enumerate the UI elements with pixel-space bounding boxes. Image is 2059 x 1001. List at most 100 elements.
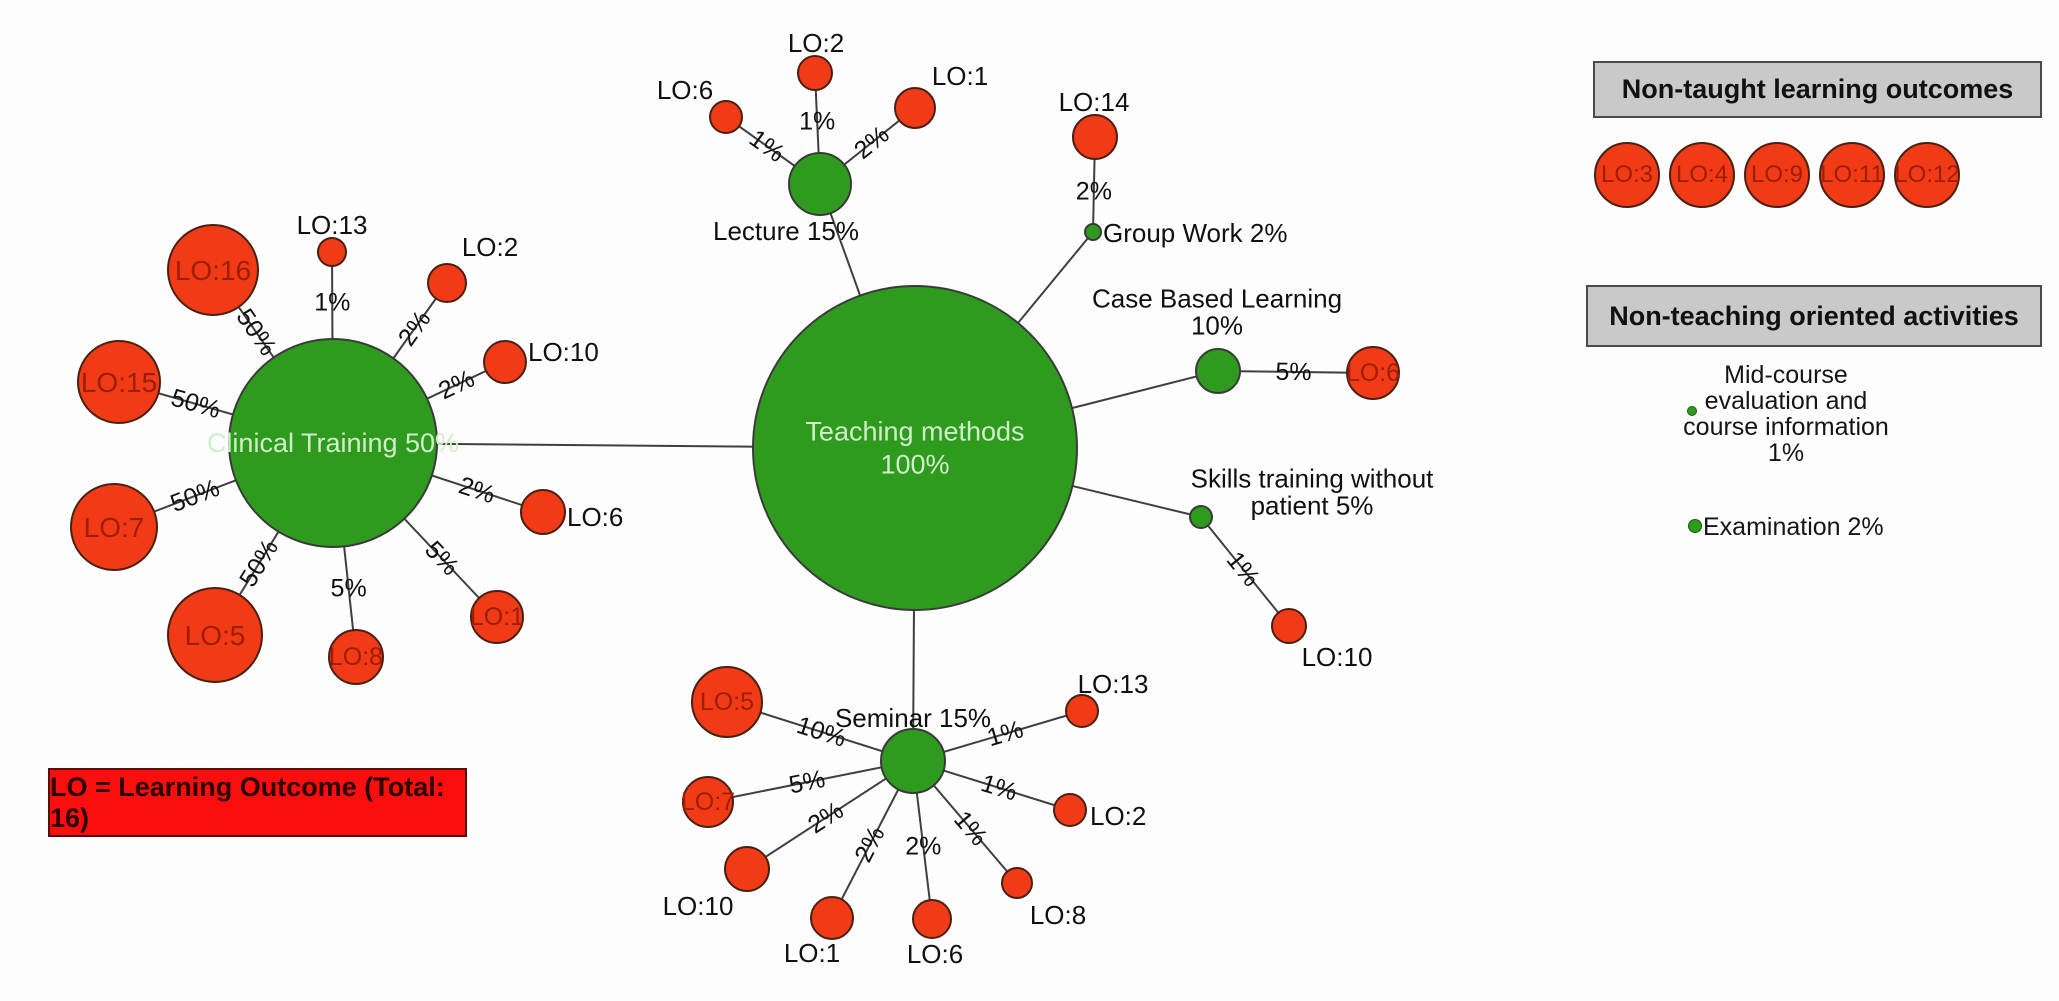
edge-ct-ct-lo13-label: 1%	[314, 289, 350, 317]
node-sem-lo13	[1065, 694, 1099, 728]
node-gw-lo14-label: LO:14	[1059, 87, 1130, 117]
node-ct-lo5-label: LO:5	[185, 620, 246, 651]
node-sk	[1189, 505, 1213, 529]
node-sem	[880, 728, 946, 794]
node-sem-lo1	[810, 896, 854, 940]
legend-non-taught-circles: LO:3 LO:4 LO:9 LO:11 LO:12	[1594, 142, 1960, 208]
node-ct-lo1	[470, 590, 524, 644]
node-ct-lo16	[167, 224, 259, 316]
node-ct-lo8	[328, 629, 384, 685]
node-gw-lo14	[1072, 114, 1118, 160]
non-taught-outcome: LO:4	[1669, 142, 1735, 208]
node-cbl	[1195, 348, 1241, 394]
edge-ct-ct-lo8-label: 5%	[331, 574, 367, 602]
node-tm	[752, 285, 1078, 611]
node-sk-label: Skills training without patient 5%	[1191, 464, 1435, 521]
midcourse-dot-icon	[1687, 406, 1697, 416]
non-taught-outcome: LO:9	[1744, 142, 1810, 208]
node-ct-lo10-label: LO:10	[528, 337, 599, 367]
edge-cbl-cbl-lo6-label: 5%	[1275, 358, 1311, 386]
edge-sem-sem-lo7	[707, 760, 914, 803]
edge-sem-sem-lo7-label: 5%	[787, 765, 828, 800]
edge-sem-sem-lo8-label: 1%	[948, 806, 993, 852]
examination-label: Examination 2%	[1703, 513, 1884, 541]
node-ct-lo13-label: LO:13	[297, 210, 368, 240]
node-sem-lo7-label: LO:7	[681, 788, 735, 816]
node-sem-lo1-label: LO:1	[784, 938, 840, 968]
node-lec-lo1-label: LO:1	[932, 61, 988, 91]
lo-note: LO = Learning Outcome (Total: 16)	[48, 768, 467, 837]
edge-sem-sem-lo6-label: 2%	[905, 832, 941, 860]
edge-sem-sem-lo2-label: 1%	[978, 769, 1021, 806]
node-ct-lo15	[77, 340, 161, 424]
node-ct-lo7	[70, 483, 158, 571]
edge-sem-sem-lo1-label: 2%	[849, 822, 890, 867]
node-ct-lo8-label: LO:8	[329, 643, 383, 671]
legend-non-teaching-header: Non-teaching oriented activities	[1586, 285, 2042, 347]
node-lec	[788, 152, 852, 216]
node-cbl-label: Case Based Learning 10%	[1092, 284, 1342, 341]
node-lec-lo1	[894, 87, 936, 129]
node-sem-lo7	[682, 776, 734, 828]
node-ct-lo6-label: LO:6	[567, 502, 623, 532]
node-sk-lo10-label: LO:10	[1302, 642, 1373, 672]
examination-dot-icon	[1688, 519, 1702, 533]
edge-ct-ct-lo5-label: 50%	[234, 535, 284, 592]
legend-non-taught-header: Non-taught learning outcomes	[1593, 61, 2042, 118]
edge-sem-sem-lo10-label: 2%	[803, 796, 849, 839]
node-ct-lo1-label: LO:1	[470, 603, 524, 631]
edge-ct-ct-lo6-label: 2%	[455, 471, 498, 509]
node-sk-lo10	[1271, 608, 1307, 644]
node-sem-lo6-label: LO:6	[907, 939, 963, 969]
node-ct-lo2	[427, 263, 467, 303]
node-lec-lo2-label: LO:2	[788, 28, 844, 58]
non-taught-outcome: LO:11	[1819, 142, 1885, 208]
node-ct-lo16-label: LO:16	[175, 255, 251, 286]
node-sem-lo8	[1001, 867, 1033, 899]
node-ct-lo10	[483, 340, 527, 384]
node-ct-lo7-label: LO:7	[84, 512, 145, 543]
node-sem-lo8-label: LO:8	[1030, 900, 1086, 930]
node-sem-lo10-label: LO:10	[663, 891, 734, 921]
node-sem-lo13-label: LO:13	[1078, 669, 1149, 699]
node-ct-lo5	[167, 587, 263, 683]
edge-ct-ct-lo10-label: 2%	[434, 364, 479, 405]
edge-lec-lec-lo1-label: 2%	[849, 120, 895, 164]
node-cbl-lo6-label: LO:6	[1346, 359, 1400, 387]
node-sem-lo2-label: LO:2	[1090, 801, 1146, 831]
node-ct-label: Clinical Training 50%	[207, 428, 459, 458]
edge-sk-sk-lo10-label: 1%	[1221, 546, 1265, 592]
edge-ct-ct-lo16-label: 50%	[230, 304, 282, 361]
node-sem-lo2	[1053, 793, 1087, 827]
node-sem-label: Seminar 15%	[835, 703, 991, 733]
node-ct	[228, 338, 438, 548]
node-sem-lo5-label: LO:5	[700, 688, 754, 716]
edge-lec-lec-lo2-label: 1%	[799, 108, 835, 136]
edge-lec-lec-lo6-label: 1%	[744, 124, 790, 168]
node-ct-lo13	[317, 237, 347, 267]
node-ct-lo15-label: LO:15	[81, 367, 157, 398]
edge-ct-ct-lo15-label: 50%	[168, 384, 224, 425]
edge-ct-ct-lo2-label: 2%	[393, 306, 437, 352]
node-lec-label: Lecture 15%	[713, 216, 859, 246]
node-tm-label: Teaching methods 100%	[805, 417, 1024, 480]
node-sem-lo6	[912, 899, 952, 939]
node-lec-lo6	[709, 100, 743, 134]
edge-gw-gw-lo14-label: 2%	[1076, 177, 1112, 205]
node-lec-lo2	[797, 55, 833, 91]
node-ct-lo2-label: LO:2	[462, 232, 518, 262]
edge-sk-sk-lo10	[1200, 516, 1290, 627]
node-gw-label: Group Work 2%	[1103, 218, 1287, 248]
midcourse-label: Mid-course evaluation and course informa…	[1683, 361, 1889, 467]
node-gw	[1084, 223, 1102, 241]
node-ct-lo6	[520, 489, 566, 535]
non-taught-outcome: LO:3	[1594, 142, 1660, 208]
node-cbl-lo6	[1346, 346, 1400, 400]
edge-sem-sem-lo10	[746, 760, 914, 870]
non-taught-outcome: LO:12	[1894, 142, 1960, 208]
edge-ct-ct-lo7-label: 50%	[167, 474, 224, 518]
node-sem-lo10	[724, 846, 770, 892]
node-sem-lo5	[691, 666, 763, 738]
